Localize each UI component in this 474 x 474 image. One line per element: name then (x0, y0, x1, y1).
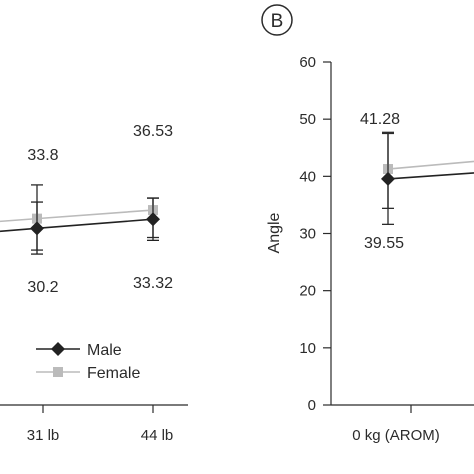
legend: Male Female (36, 342, 140, 382)
panel-a-female-line (0, 209, 154, 223)
panel-a-annotation-0: 33.8 (27, 147, 58, 164)
panel-b-label-text: B (271, 11, 284, 32)
panel-b-male-line (387, 172, 474, 180)
panel-b-x-tick-label-0: 0 kg (AROM) (352, 427, 440, 444)
panel-b-y-axis-label: Angle (266, 212, 283, 253)
panel-b-y-tick-label-2: 20 (299, 283, 316, 300)
panel-b-y-ticks: 0 10 20 30 40 50 60 (299, 54, 331, 414)
panel-b-y-tick-label-0: 0 (308, 397, 316, 414)
legend-male-marker (51, 342, 65, 356)
panel-b-y-tick-label-1: 10 (299, 340, 316, 357)
panel-a-series-female (0, 184, 159, 251)
panel-a-annotation-3: 33.32 (133, 275, 173, 292)
panel-b-annotation-1: 39.55 (364, 235, 404, 252)
panel-a-annotation-2: 36.53 (133, 123, 173, 140)
panel-a-series-male (0, 197, 160, 255)
panel-a-male-line (0, 218, 154, 233)
panel-a-annotation-1: 30.2 (27, 279, 58, 296)
legend-male-label: Male (87, 342, 122, 359)
panel-b-y-tick-label-6: 60 (299, 54, 316, 71)
panel-b-label: B (261, 4, 293, 36)
panel-a-x-tick-label-0: 31 lb (27, 427, 60, 444)
panel-b: 0 kg (AROM) Angle 0 10 20 30 40 50 60 41.28 39… (266, 54, 474, 444)
panel-b-label-circle (261, 4, 293, 36)
panel-b-annotation-0: 41.28 (360, 111, 400, 128)
legend-female-label: Female (87, 365, 140, 382)
panel-a-male-point-0 (30, 221, 44, 236)
legend-female-marker (53, 367, 63, 377)
panel-b-y-tick-label-4: 40 (299, 168, 316, 185)
panel-b-series-female (382, 131, 474, 209)
panel-a-x-tick-label-1: 44 lb (141, 427, 174, 444)
panel-b-y-tick-label-3: 30 (299, 226, 316, 243)
panel-b-y-tick-label-5: 50 (299, 111, 316, 128)
panel-b-male-point-0 (381, 171, 395, 186)
panel-a-male-point-1 (146, 212, 160, 227)
panel-b-female-line (387, 160, 474, 170)
panel-b-series-male (381, 132, 474, 226)
panel-a: 31 lb 44 lb 33.8 30.2 36.53 33.32 Male F… (0, 123, 188, 444)
